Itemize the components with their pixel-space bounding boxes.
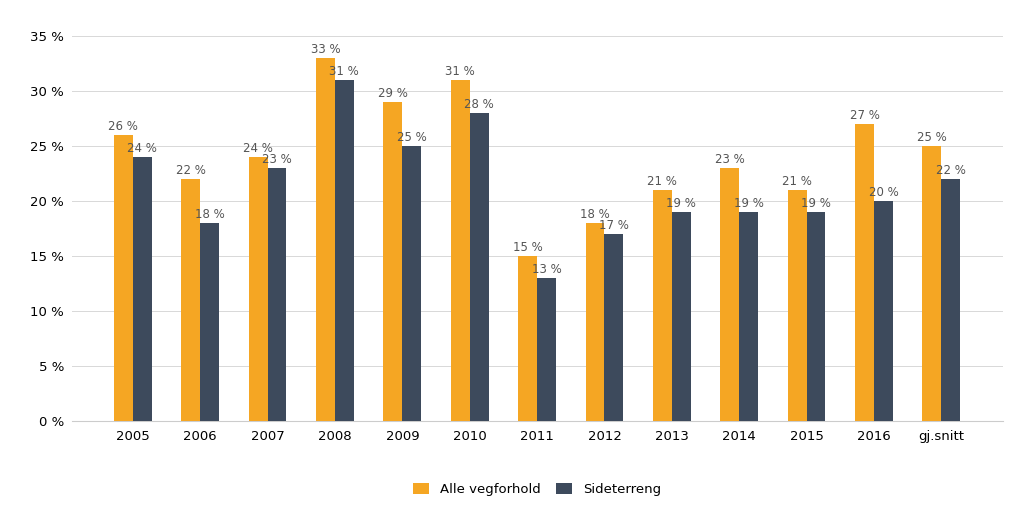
Text: 19 %: 19 % — [733, 196, 763, 210]
Text: 18 %: 18 % — [194, 208, 224, 221]
Bar — [470, 113, 489, 421]
Text: 20 %: 20 % — [869, 186, 898, 199]
Bar — [874, 201, 893, 421]
Text: 25 %: 25 % — [397, 131, 427, 144]
Bar — [335, 80, 354, 421]
Bar — [923, 146, 941, 421]
Text: 29 %: 29 % — [377, 87, 408, 100]
Bar — [740, 212, 758, 421]
Text: 24 %: 24 % — [243, 142, 273, 154]
Bar — [720, 168, 740, 421]
Bar — [268, 168, 286, 421]
Text: 21 %: 21 % — [648, 174, 677, 188]
Bar — [941, 179, 961, 421]
Text: 17 %: 17 % — [598, 219, 629, 231]
Bar — [114, 135, 133, 421]
Bar — [519, 256, 537, 421]
Text: 19 %: 19 % — [801, 196, 831, 210]
Bar — [181, 179, 201, 421]
Bar — [451, 80, 470, 421]
Bar — [585, 223, 605, 421]
Text: 31 %: 31 % — [445, 65, 475, 77]
Text: 23 %: 23 % — [262, 153, 292, 166]
Bar — [402, 146, 421, 421]
Text: 19 %: 19 % — [666, 196, 697, 210]
Text: 23 %: 23 % — [715, 153, 745, 166]
Text: 25 %: 25 % — [917, 131, 947, 144]
Text: 33 %: 33 % — [311, 43, 341, 56]
Bar — [855, 124, 874, 421]
Text: 28 %: 28 % — [464, 97, 494, 111]
Text: 26 %: 26 % — [108, 120, 138, 133]
Bar — [672, 212, 691, 421]
Bar — [653, 190, 672, 421]
Text: 22 %: 22 % — [176, 164, 206, 176]
Bar — [605, 234, 623, 421]
Text: 13 %: 13 % — [532, 263, 562, 275]
Text: 21 %: 21 % — [783, 174, 812, 188]
Bar — [806, 212, 826, 421]
Text: 27 %: 27 % — [850, 109, 880, 122]
Bar — [537, 278, 555, 421]
Bar — [201, 223, 219, 421]
Text: 18 %: 18 % — [580, 208, 610, 221]
Text: 22 %: 22 % — [936, 164, 966, 176]
Bar — [249, 157, 268, 421]
Text: 24 %: 24 % — [127, 142, 158, 154]
Bar — [384, 102, 402, 421]
Legend: Alle vegforhold, Sideterreng: Alle vegforhold, Sideterreng — [408, 477, 666, 501]
Bar — [133, 157, 151, 421]
Text: 31 %: 31 % — [329, 65, 359, 77]
Bar — [788, 190, 806, 421]
Text: 15 %: 15 % — [513, 241, 542, 253]
Bar — [316, 58, 335, 421]
